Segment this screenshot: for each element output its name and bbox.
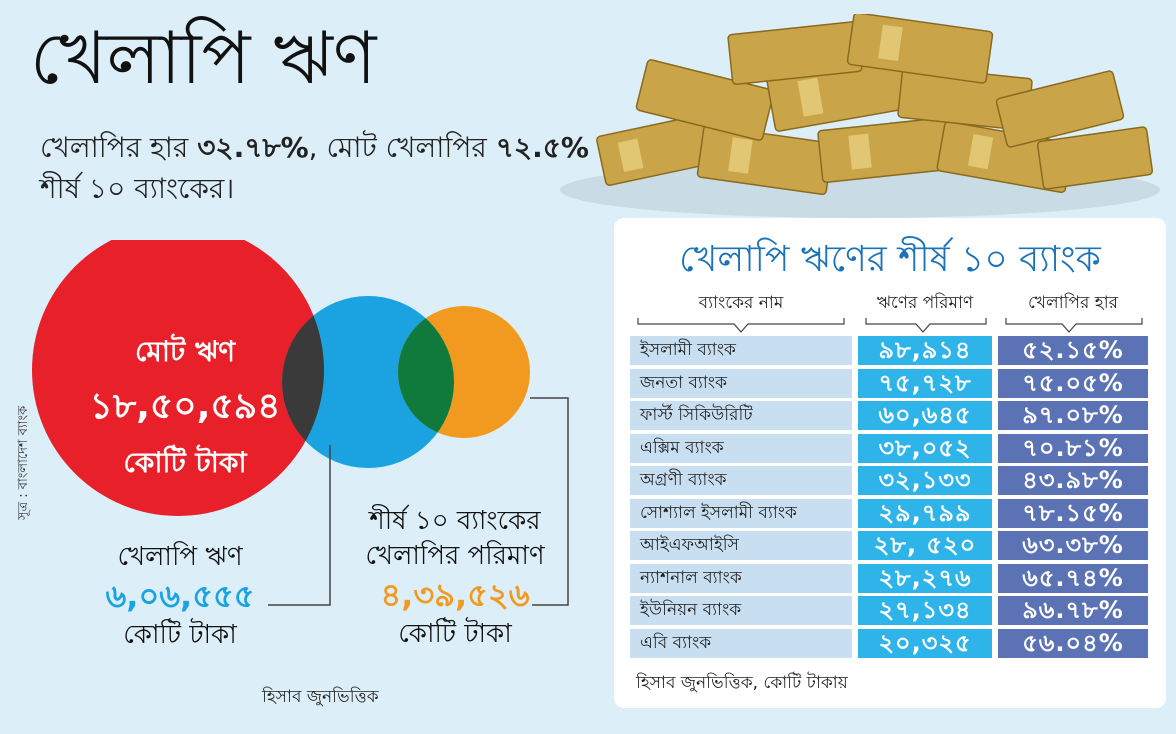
loan-amount-cell: ৩২,১৩৩ xyxy=(858,466,992,495)
default-rate-cell: ৭৫.০৫% xyxy=(998,368,1148,398)
source-note: সূত্র : বাংলাদেশ ব্যাংক xyxy=(16,405,31,520)
table-row: জনতা ব্যাংক ৭৫,৭২৮ ৭৫.০৫% xyxy=(630,368,1148,398)
table-row: অগ্রণী ব্যাংক ৩২,১৩৩ ৪৩.৯৮% xyxy=(630,466,1148,495)
subtitle: খেলাপির হার ৩২.৭৮%, মোট খেলাপির ৭২.৫% শী… xyxy=(40,128,600,209)
top10-table-panel: খেলাপি ঋণের শীর্ষ ১০ ব্যাংক ব্যাংকের নাম… xyxy=(614,218,1166,708)
table-row: ইসলামী ব্যাংক ৯৮,৯১৪ ৫২.১৫% xyxy=(630,336,1148,365)
subtitle-part3: শীর্ষ ১০ ব্যাংকের। xyxy=(40,171,235,205)
default-rate: ৩২.৭৮% xyxy=(197,131,309,164)
loan-amount-cell: ৯৮,৯১৪ xyxy=(858,336,992,365)
table-row: সোশ্যাল ইসলামী ব্যাংক ২৯,৭৯৯ ৭৮.১৫% xyxy=(630,498,1148,528)
loan-amount-cell: ২৮,২৭৬ xyxy=(858,563,992,593)
table-row: আইএফআইসি ২৮, ৫২০ ৬৩.৩৮% xyxy=(630,531,1148,560)
bank-name-cell: ন্যাশনাল ব্যাংক xyxy=(630,563,852,593)
table-row: ফার্স্ট সিকিউরিটি ৬০,৬৪৫ ৯৭.০৮% xyxy=(630,401,1148,430)
default-loan-value: ৬,০৬,৫৫৫ xyxy=(105,577,255,616)
subtitle-part2: , মোট খেলাপির xyxy=(308,131,496,164)
venn-diagram xyxy=(32,240,569,606)
loan-amount-cell: ৬০,৬৪৫ xyxy=(858,401,992,430)
total-loan-text: মোট ঋণ ১৮,৫০,৫৯৪ কোটি টাকা xyxy=(60,330,310,488)
default-rate-cell: ৬৩.৩৮% xyxy=(998,531,1148,560)
loan-amount-cell: ২০,৩২৫ xyxy=(858,628,992,658)
money-pile-illustration xyxy=(560,14,1160,218)
bank-name-cell: জনতা ব্যাংক xyxy=(630,368,852,398)
default-rate-cell: ৪৩.৯৮% xyxy=(998,466,1148,495)
bank-name-cell: ইসলামী ব্যাংক xyxy=(630,336,852,365)
top10-unit: কোটি টাকা xyxy=(398,619,512,650)
default-connector-line xyxy=(268,445,331,606)
default-rate-cell: ৭৮.১৫% xyxy=(998,498,1148,528)
default-loan-label: খেলাপি ঋণ xyxy=(117,542,243,572)
top10-label-block: শীর্ষ ১০ ব্যাংকের খেলাপির পরিমাণ ৪,৩৯,৫২… xyxy=(340,504,570,652)
bank-name-cell: আইএফআইসি xyxy=(630,531,852,560)
default-rate-cell: ৬৫.৭৪% xyxy=(998,563,1148,593)
table-row: ন্যাশনাল ব্যাংক ২৮,২৭৬ ৬৫.৭৪% xyxy=(630,563,1148,593)
default-rate-cell: ৫৬.০৪% xyxy=(998,628,1148,658)
top10-share: ৭২.৫% xyxy=(495,131,589,164)
header-brackets xyxy=(637,318,1143,333)
loan-amount-cell: ৭৫,৭২৮ xyxy=(858,368,992,398)
default-rate-cell: ৫২.১৫% xyxy=(998,336,1148,365)
bank-name-cell: এক্সিম ব্যাংক xyxy=(630,433,852,463)
column-header-rate: খেলাপির হার xyxy=(1027,293,1119,313)
default-loan-label-block: খেলাপি ঋণ ৬,০৬,৫৫৫ কোটি টাকা xyxy=(80,540,280,653)
page-title: খেলাপি ঋণ xyxy=(30,16,377,100)
bank-name-cell: এবি ব্যাংক xyxy=(630,628,852,658)
top10-value: ৪,৩৯,৫২৬ xyxy=(380,576,530,615)
overlap-default-top10 xyxy=(398,306,454,438)
bank-name-cell: সোশ্যাল ইসলামী ব্যাংক xyxy=(630,498,852,528)
default-loan-unit: কোটি টাকা xyxy=(123,620,237,651)
default-rate-cell: ৯৬.৭৮% xyxy=(998,596,1148,625)
loan-amount-cell: ২৮, ৫২০ xyxy=(858,531,992,560)
default-rate-cell: ৭০.৮১% xyxy=(998,433,1148,463)
loan-amount-cell: ২৭,১৩৪ xyxy=(858,596,992,625)
loan-amount-cell: ৩৮,০৫২ xyxy=(858,433,992,463)
total-loan-unit: কোটি টাকা xyxy=(123,446,247,479)
table-row: এক্সিম ব্যাংক ৩৮,০৫২ ৭০.৮১% xyxy=(630,433,1148,463)
table-row: এবি ব্যাংক ২০,৩২৫ ৫৬.০৪% xyxy=(630,628,1148,658)
top10-label-line2: খেলাপির পরিমাণ xyxy=(365,541,545,572)
loan-amount-cell: ২৯,৭৯৯ xyxy=(858,498,992,528)
table-row: ইউনিয়ন ব্যাংক ২৭,১৩৪ ৯৬.৭৮% xyxy=(630,596,1148,625)
bank-name-cell: অগ্রণী ব্যাংক xyxy=(630,466,852,495)
bank-name-cell: ইউনিয়ন ব্যাংক xyxy=(630,596,852,625)
column-header-bank: ব্যাংকের নাম xyxy=(698,293,784,313)
total-loan-value: ১৮,৫০,৫৯৪ xyxy=(89,386,281,427)
top10-connector-line xyxy=(530,397,569,606)
top10-label-line1: শীর্ষ ১০ ব্যাংকের xyxy=(369,506,541,536)
bank-name-cell: ফার্স্ট সিকিউরিটি xyxy=(630,401,852,430)
table-note: হিসাব জুনভিত্তিক, কোটি টাকায় xyxy=(636,673,848,693)
total-loan-circle xyxy=(32,240,324,516)
subtitle-part1: খেলাপির হার xyxy=(40,131,198,164)
total-loan-label: মোট ঋণ xyxy=(134,335,236,368)
column-header-amount: ঋণের পরিমাণ xyxy=(876,293,974,313)
basis-note: হিসাব জুনভিত্তিক xyxy=(262,687,379,707)
table-title: খেলাপি ঋণের শীর্ষ ১০ ব্যাংক xyxy=(679,239,1101,280)
default-rate-cell: ৯৭.০৮% xyxy=(998,401,1148,430)
